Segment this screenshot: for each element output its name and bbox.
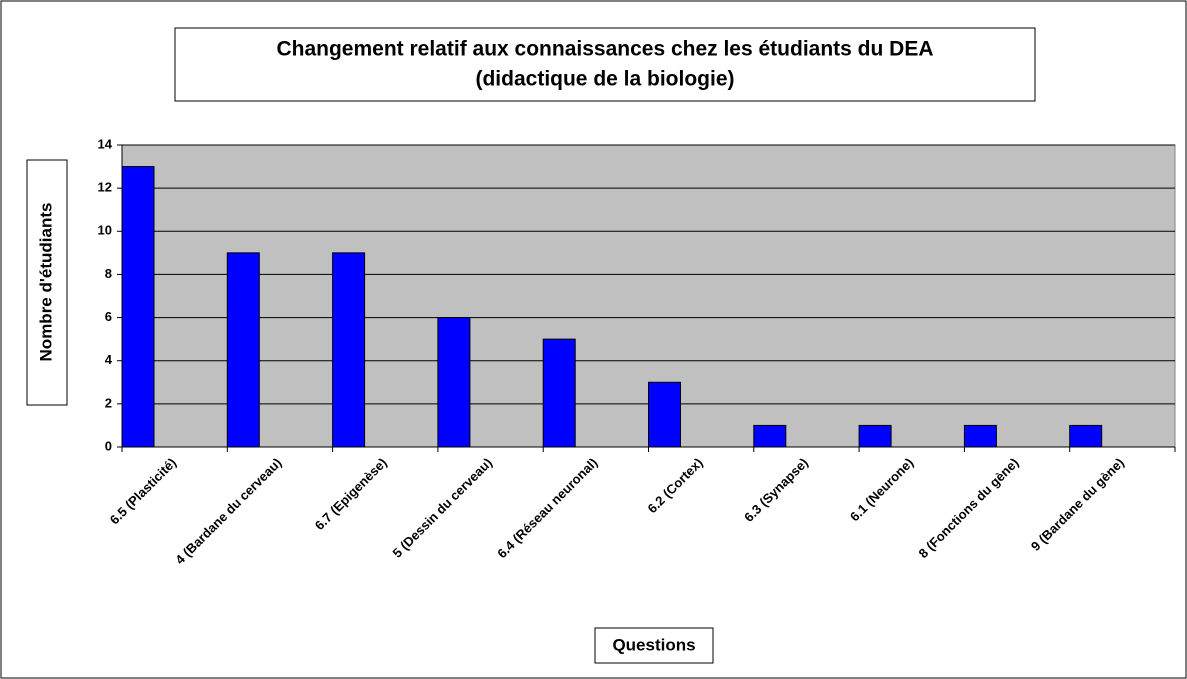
y-tick-label: 8 — [105, 266, 112, 281]
bar — [1069, 424, 1103, 448]
bar — [753, 424, 787, 448]
y-tick-label: 6 — [105, 309, 112, 324]
y-label-box — [26, 159, 68, 406]
y-tick-label: 10 — [98, 223, 112, 238]
bar — [963, 424, 997, 448]
y-tick-label: 0 — [105, 438, 112, 453]
y-tick-label: 2 — [105, 395, 112, 410]
chart-title: (didactique de la biologie) — [475, 68, 734, 91]
y-axis-label: Nombre d'étudiants — [36, 203, 55, 362]
bar — [858, 424, 892, 448]
y-tick-label: 12 — [98, 180, 112, 195]
title-box — [174, 27, 1036, 102]
chart-title: Changement relatif aux connaissances che… — [276, 38, 933, 61]
bar — [437, 317, 471, 448]
bar — [121, 166, 155, 448]
bar — [226, 252, 260, 448]
y-tick-label: 4 — [105, 352, 113, 367]
bar — [332, 252, 366, 448]
x-axis-label: Questions — [612, 635, 695, 654]
bar — [542, 338, 576, 448]
y-tick-label: 14 — [98, 136, 113, 151]
x-label-box — [594, 627, 714, 664]
bar — [648, 381, 681, 448]
